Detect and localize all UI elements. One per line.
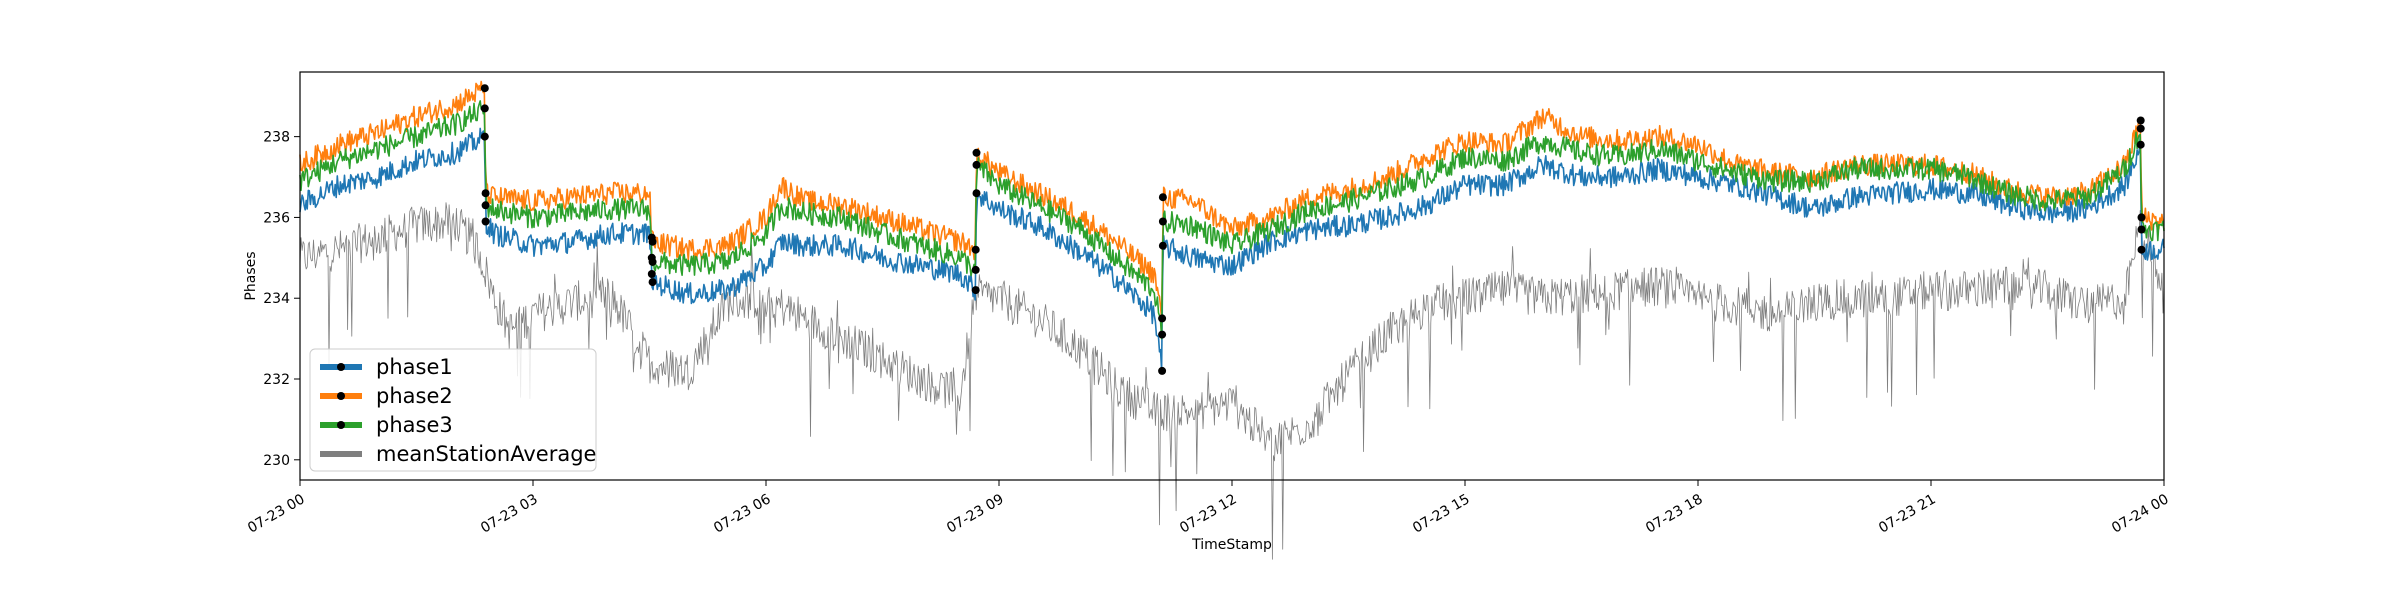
- data-point-marker-phase1: [1158, 366, 1167, 375]
- data-point-marker-phase1: [480, 132, 489, 141]
- data-point-marker-phase3: [480, 104, 489, 113]
- data-point-marker-phase2: [1158, 314, 1167, 323]
- legend-marker-phase3: [337, 421, 345, 429]
- x-tick-label: 07-23 15: [1410, 491, 1473, 536]
- data-point-marker-phase2: [2136, 116, 2145, 125]
- x-tick-label: 07-24 00: [2109, 491, 2172, 536]
- data-point-marker-phase1: [1158, 241, 1167, 250]
- x-tick-label: 07-23 03: [478, 491, 541, 536]
- data-point-marker-phase1: [481, 217, 490, 226]
- series-line-meanStationAverage: [299, 202, 2165, 560]
- legend-label-phase3: phase3: [376, 413, 453, 437]
- x-axis-label: TimeStamp: [1191, 537, 1272, 553]
- x-tick-label: 07-23 18: [1643, 491, 1706, 536]
- series-line-phase1: [299, 127, 2165, 371]
- legend-label-phase1: phase1: [376, 355, 453, 379]
- data-point-marker-phase2: [2137, 213, 2146, 222]
- data-point-marker-phase3: [648, 257, 657, 266]
- y-tick-label: 236: [263, 210, 290, 226]
- legend-frame: [309, 348, 597, 472]
- data-point-marker-phase3: [972, 160, 981, 169]
- x-tick-label: 07-23 09: [944, 491, 1007, 536]
- legend-marker-phase2: [337, 392, 345, 400]
- legend: phase1 phase2 phase3 meanStationAverage: [309, 348, 597, 472]
- data-point-marker-phase3: [481, 201, 490, 210]
- y-tick-label: 232: [263, 372, 290, 388]
- data-point-marker-phase3: [971, 265, 980, 274]
- y-tick-label: 234: [263, 291, 290, 307]
- legend-marker-phase1: [337, 363, 345, 371]
- data-point-marker-phase1: [971, 286, 980, 295]
- x-tick-label: 07-23 00: [245, 491, 308, 536]
- data-point-marker-phase3: [2136, 124, 2145, 133]
- y-axis-label: Phases: [243, 251, 259, 300]
- data-point-marker-phase3: [1158, 330, 1167, 339]
- x-tick-label: 07-23 21: [1876, 491, 1939, 536]
- data-point-marker-phase2: [480, 84, 489, 93]
- series-line-phase3: [299, 100, 2165, 340]
- data-point-marker-phase1: [648, 278, 657, 287]
- data-point-marker-phase2: [481, 189, 490, 198]
- data-point-marker-phase1: [2136, 140, 2145, 149]
- data-point-marker-phase3: [1158, 217, 1167, 226]
- y-tick-label: 238: [263, 130, 290, 146]
- x-axis: 07-23 00 07-23 03 07-23 06 07-23 09 07-23 12…: [245, 480, 2172, 537]
- data-point-marker-phase1: [972, 189, 981, 198]
- data-point-marker-phase2: [1158, 193, 1167, 202]
- data-point-marker-phase1: [2137, 245, 2146, 254]
- y-tick-label: 230: [263, 453, 290, 469]
- legend-label-phase2: phase2: [376, 384, 453, 408]
- data-point-marker-phase2: [648, 237, 657, 246]
- series-layer: [299, 80, 2165, 560]
- data-point-marker-phase2: [972, 148, 981, 157]
- x-tick-label: 07-23 06: [711, 491, 774, 536]
- y-axis: 230 232 234 236 238: [263, 130, 300, 469]
- data-point-marker-phase3: [2137, 225, 2146, 234]
- data-point-marker-phase2: [971, 245, 980, 254]
- legend-label-meanStationAverage: meanStationAverage: [376, 442, 596, 466]
- series-line-phase2: [299, 80, 2165, 320]
- x-tick-label: 07-23 12: [1177, 491, 1240, 536]
- data-point-marker-phase1: [647, 270, 656, 278]
- marker-layer: [480, 84, 2146, 375]
